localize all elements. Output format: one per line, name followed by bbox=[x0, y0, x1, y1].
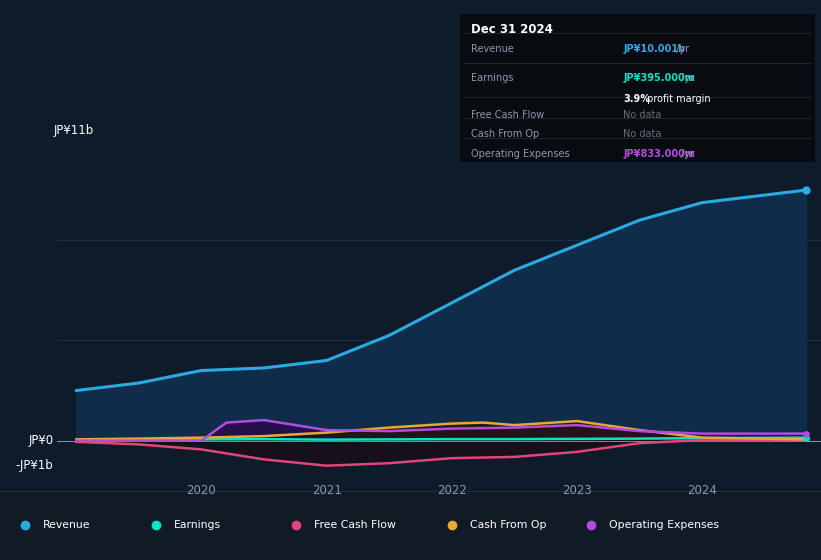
Text: Free Cash Flow: Free Cash Flow bbox=[314, 520, 396, 530]
Point bbox=[800, 433, 813, 442]
Text: /yr: /yr bbox=[677, 73, 694, 83]
Point bbox=[800, 429, 813, 438]
Text: 2024: 2024 bbox=[687, 484, 717, 497]
Text: Earnings: Earnings bbox=[174, 520, 221, 530]
Text: /yr: /yr bbox=[677, 149, 694, 158]
Text: Dec 31 2024: Dec 31 2024 bbox=[470, 23, 553, 36]
Text: Free Cash Flow: Free Cash Flow bbox=[470, 110, 544, 120]
Text: Revenue: Revenue bbox=[43, 520, 90, 530]
Text: No data: No data bbox=[623, 129, 662, 139]
Text: Revenue: Revenue bbox=[470, 44, 513, 54]
Point bbox=[800, 185, 813, 194]
Text: Cash From Op: Cash From Op bbox=[470, 520, 546, 530]
Text: Earnings: Earnings bbox=[470, 73, 513, 83]
Text: Operating Expenses: Operating Expenses bbox=[609, 520, 719, 530]
Text: -JP¥1b: -JP¥1b bbox=[16, 459, 53, 472]
Text: /yr: /yr bbox=[673, 44, 689, 54]
Text: JP¥0: JP¥0 bbox=[28, 434, 53, 447]
Text: Operating Expenses: Operating Expenses bbox=[470, 149, 569, 158]
Text: 2020: 2020 bbox=[186, 484, 216, 497]
Text: Cash From Op: Cash From Op bbox=[470, 129, 539, 139]
Text: 2022: 2022 bbox=[437, 484, 466, 497]
Text: JP¥10.001b: JP¥10.001b bbox=[623, 44, 686, 54]
Text: 3.9%: 3.9% bbox=[623, 94, 650, 104]
Text: No data: No data bbox=[623, 110, 662, 120]
Text: profit margin: profit margin bbox=[644, 94, 710, 104]
Text: 2023: 2023 bbox=[562, 484, 592, 497]
Text: JP¥833.000m: JP¥833.000m bbox=[623, 149, 695, 158]
Text: 2021: 2021 bbox=[312, 484, 342, 497]
Text: JP¥395.000m: JP¥395.000m bbox=[623, 73, 695, 83]
Text: JP¥11b: JP¥11b bbox=[53, 124, 94, 137]
